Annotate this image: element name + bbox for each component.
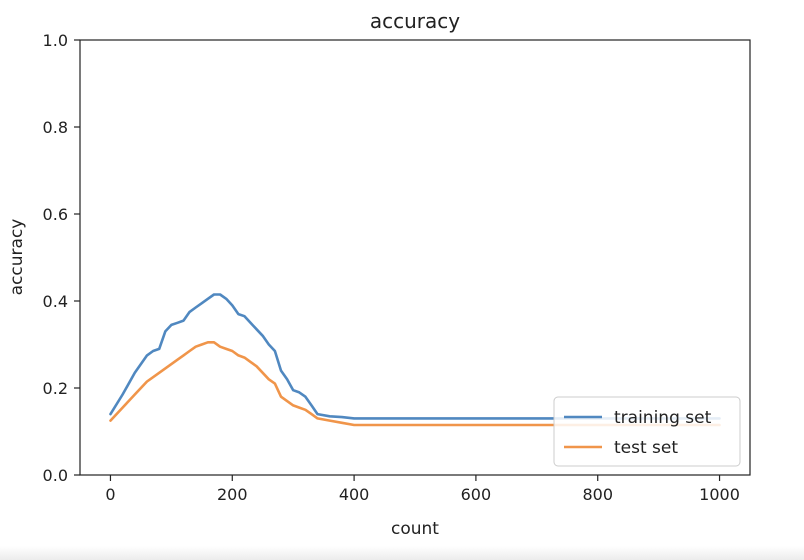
y-tick-label: 1.0 [43, 31, 68, 50]
x-axis-label: count [391, 519, 439, 539]
legend-label: test set [614, 438, 678, 458]
x-tick-label: 400 [339, 485, 370, 504]
x-tick-label: 1000 [699, 485, 740, 504]
window-bottom-strip [0, 546, 804, 560]
plot-area: 0 200 400 600 800 1000 0.0 0.2 0.4 0.6 0.8 1.0 train… [43, 31, 751, 504]
accuracy-chart: accuracy 0 200 400 600 800 1000 0.0 0.2 0.4 0.6 0.… [7, 9, 751, 539]
y-tick-label: 0.0 [43, 466, 68, 485]
y-tick-label: 0.2 [43, 379, 68, 398]
x-tick-label: 800 [582, 485, 613, 504]
legend-box [553, 396, 741, 467]
y-tick-label: 0.6 [43, 205, 68, 224]
x-tick-label: 0 [105, 485, 115, 504]
y-axis-label: accuracy [7, 219, 27, 296]
plot-frame [79, 39, 751, 476]
y-tick-label: 0.4 [43, 292, 68, 311]
y-tick-label: 0.8 [43, 118, 68, 137]
chart-title: accuracy [370, 9, 460, 33]
series-line-1 [109, 340, 721, 427]
x-tick-label: 200 [217, 485, 248, 504]
legend-label: training set [614, 408, 712, 428]
x-tick-label: 600 [461, 485, 492, 504]
series-line-0 [109, 293, 721, 420]
